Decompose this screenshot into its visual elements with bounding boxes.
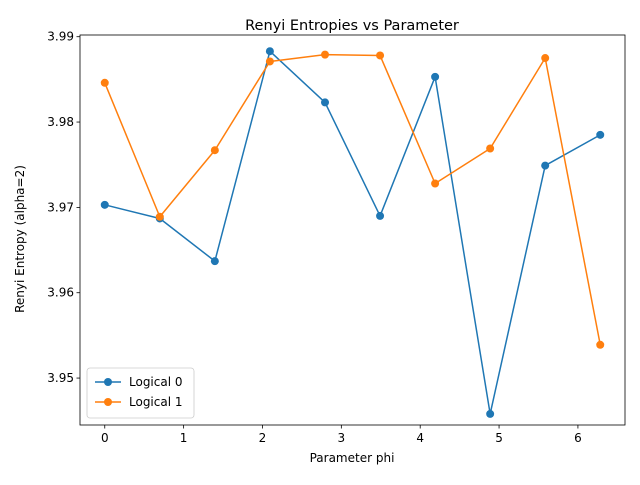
- data-point-logical-0: [100, 200, 109, 209]
- legend: Logical 0 Logical 1: [86, 367, 195, 419]
- y-tick-label: 3.95: [47, 371, 74, 385]
- data-point-logical-1: [210, 146, 219, 155]
- y-tick-label: 3.97: [47, 200, 74, 214]
- data-point-logical-0: [210, 257, 219, 266]
- x-tick-label: 1: [180, 431, 188, 445]
- data-point-logical-1: [155, 212, 164, 221]
- data-point-logical-0: [486, 409, 495, 418]
- data-point-logical-1: [541, 54, 550, 63]
- data-point-logical-1: [376, 51, 385, 60]
- legend-swatch-marker-logical-0: [104, 378, 112, 386]
- data-point-logical-0: [541, 161, 550, 170]
- y-tick-label: 3.98: [47, 115, 74, 129]
- series-line-logical-0: [104, 50, 601, 415]
- y-tick-label: 3.99: [47, 30, 74, 44]
- x-tick-label: 3: [338, 431, 346, 445]
- data-point-logical-1: [486, 144, 495, 153]
- data-point-logical-1: [321, 50, 330, 59]
- plot-frame: [79, 34, 626, 426]
- data-point-logical-1: [431, 179, 440, 188]
- data-point-logical-0: [376, 211, 385, 220]
- y-tick-label: 3.96: [47, 286, 74, 300]
- data-point-logical-1: [596, 340, 605, 349]
- legend-label-logical-0: Logical 0: [129, 375, 183, 389]
- chart-title: Renyi Entropies vs Parameter: [245, 18, 459, 34]
- x-tick-label: 4: [416, 431, 424, 445]
- data-point-logical-0: [431, 72, 440, 81]
- x-tick-label: 2: [259, 431, 267, 445]
- data-point-logical-0: [321, 98, 330, 107]
- x-tick-label: 5: [495, 431, 503, 445]
- legend-box: [86, 367, 195, 419]
- y-axis-title: Renyi Entropy (alpha=2): [13, 165, 27, 313]
- data-point-logical-0: [596, 130, 605, 139]
- data-point-logical-0: [265, 47, 274, 56]
- x-tick-label: 0: [101, 431, 109, 445]
- legend-swatch-marker-logical-1: [104, 398, 112, 406]
- data-point-logical-1: [265, 57, 274, 66]
- data-point-logical-1: [100, 78, 109, 87]
- x-tick-label: 6: [574, 431, 582, 445]
- legend-label-logical-1: Logical 1: [129, 395, 183, 409]
- series-line-logical-1: [104, 53, 601, 345]
- x-axis-title: Parameter phi: [310, 451, 395, 465]
- plot-area: 0 1 2 3 4 5 6 3.95 3.96 3.97 3.98 3.99: [47, 30, 626, 445]
